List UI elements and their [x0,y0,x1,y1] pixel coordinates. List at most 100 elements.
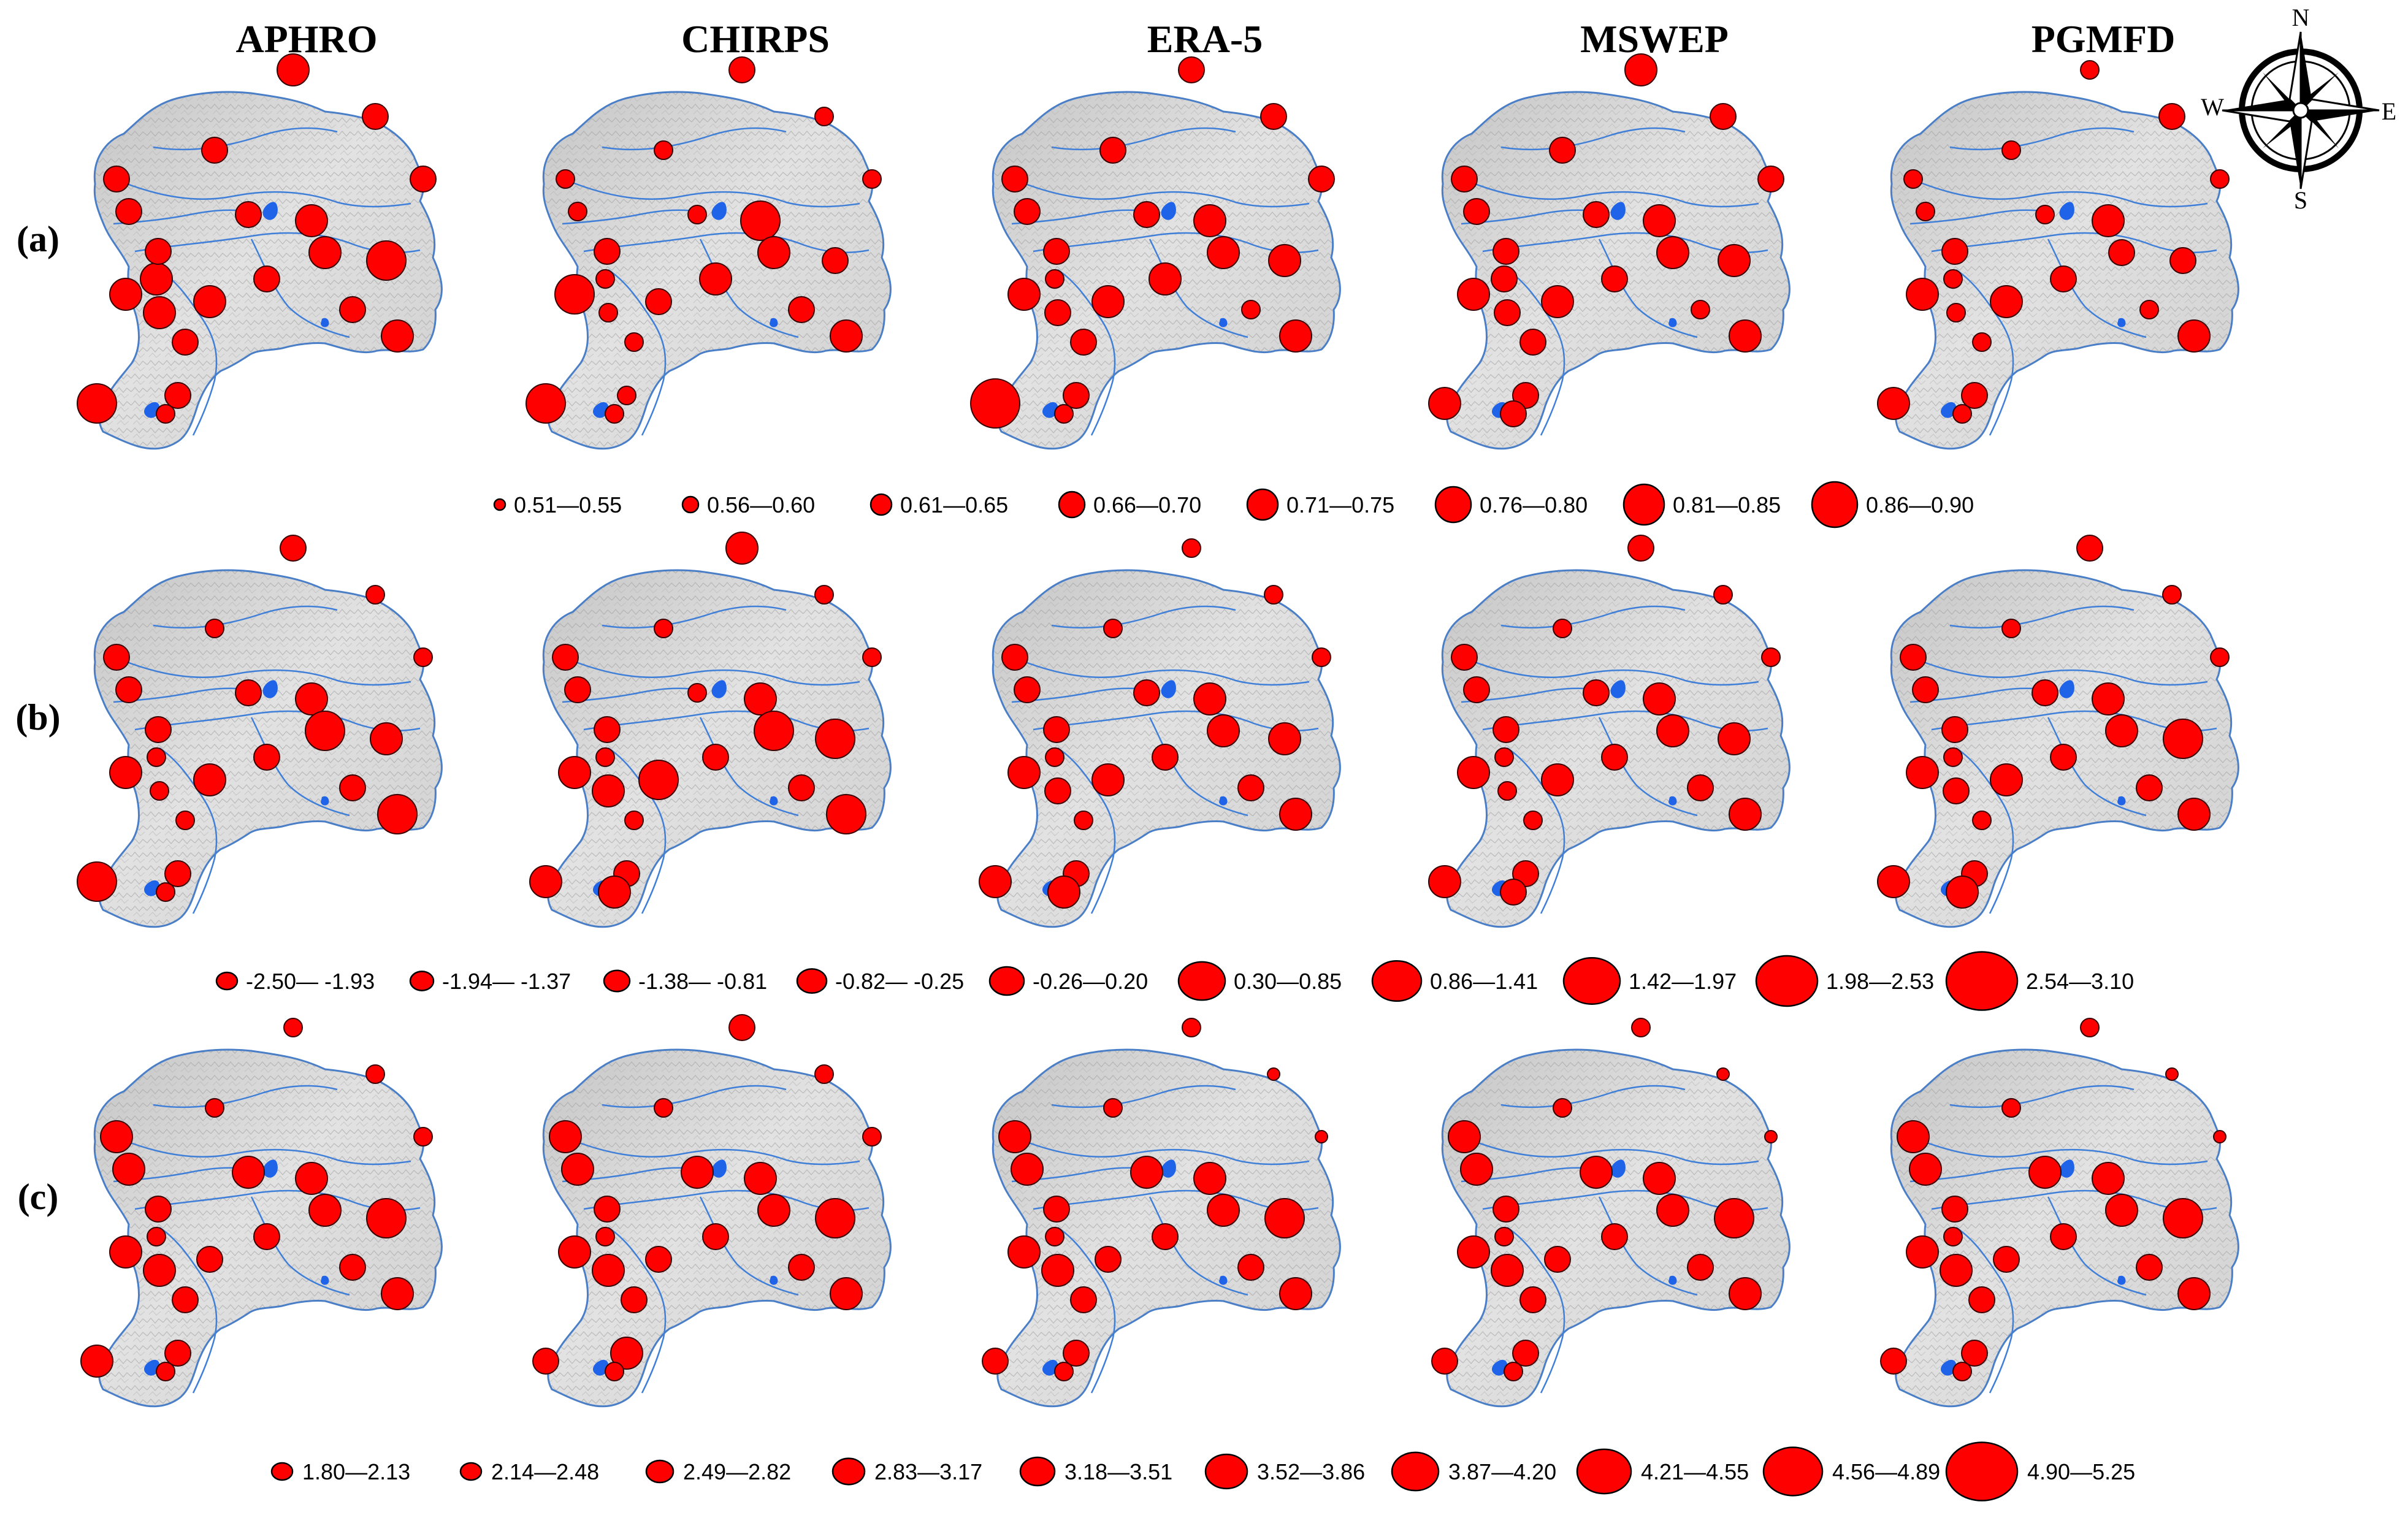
station-marker [1580,1156,1613,1189]
station-marker [1045,1227,1064,1246]
station-marker [1952,1362,1972,1381]
river-line [2047,239,2147,338]
river-line [1598,239,1698,338]
station-marker [2092,204,2125,237]
basin-boundary [542,91,892,450]
lake-shape [593,402,609,418]
station-marker [1237,1254,1264,1281]
lake-shape [1161,680,1176,698]
legend-label: 0.71—0.75 [1286,492,1394,517]
station-marker [277,53,310,86]
legend-symbol [1058,490,1086,519]
station-marker [205,619,224,638]
legend-symbol [1246,488,1279,521]
river-line [1920,1139,2208,1166]
station-marker [2032,679,2058,706]
station-marker [362,103,389,130]
station-marker [1428,865,1461,898]
station-marker [1972,811,1992,830]
station-marker [172,1286,199,1313]
river-line [1955,1226,2014,1394]
station-marker [1494,1227,1514,1246]
legends: 0.51—0.55 0.56—0.60 0.61—0.65 0.66—0.70 0.71… [215,481,2135,1502]
station-marker [103,166,130,193]
station-marker [1007,1235,1041,1269]
station-marker [1909,1153,1942,1186]
station-marker [1152,1223,1179,1250]
station-marker [1943,1227,1963,1246]
station-marker [2050,265,2077,292]
station-marker [1133,201,1160,228]
river-line [123,1139,411,1166]
map-panel-pgmfd-a [1877,60,2239,450]
column-title-aphro: APHRO [235,17,377,61]
station-marker [1500,400,1527,427]
river-line [572,660,860,686]
legend-symbol [988,966,1025,996]
station-marker [552,644,579,671]
station-marker [564,676,591,703]
river-line [1507,1226,1565,1394]
river-line [1149,1196,1248,1296]
station-marker [1601,1223,1628,1250]
legend-symbol [215,971,239,991]
station-marker [2092,1162,2125,1195]
map-panel-mswep-a [1428,53,1791,450]
legend-label: 0.56—0.60 [707,492,815,517]
station-marker [998,1120,1031,1153]
lake-shape [144,402,160,418]
basin-boundary [93,91,443,450]
station-marker [1710,103,1737,130]
station-marker [788,774,815,801]
station-marker [1041,1254,1074,1287]
row-label-a: (a) [17,219,59,259]
station-marker [147,1227,166,1246]
station-marker [1207,236,1240,269]
legend-label: 1.98—2.53 [1826,969,1934,994]
lake-shape [593,1359,609,1376]
station-marker [862,169,882,189]
station-marker [638,760,679,800]
legend-label: 1.80—2.13 [302,1459,410,1484]
station-marker [1457,278,1490,311]
river-line [153,605,338,629]
station-marker [147,747,166,767]
station-marker [1757,166,1784,193]
station-marker [1315,1130,1328,1143]
station-marker [1943,777,1970,804]
lake-shape [1941,402,1957,418]
station-marker [970,378,1020,429]
station-marker [1043,1196,1070,1223]
lake-shape [262,680,278,698]
lake-shape [1610,680,1626,698]
station-marker [1045,747,1064,767]
station-marker [830,1277,863,1310]
river-line [153,127,338,151]
station-marker [2105,1194,2138,1227]
station-marker [979,865,1012,898]
station-marker [1260,103,1287,130]
station-marker [1990,285,2023,318]
map-panel-era5-c [982,1018,1341,1408]
station-marker [1877,387,1910,420]
station-marker [1451,166,1478,193]
station-marker [1544,1246,1571,1273]
station-marker [1043,238,1070,265]
station-marker [1716,1067,1730,1081]
basin-boundary [1890,1048,2239,1408]
column-title-pgmfd: PGMFD [2032,17,2176,61]
station-marker [645,288,672,315]
station-marker [1463,676,1490,703]
station-marker [1279,1277,1312,1310]
station-marker [1583,201,1610,228]
basin-boundary [1441,569,1791,928]
station-marker [788,1254,815,1281]
station-marker [2001,619,2021,638]
station-marker [109,278,142,311]
legend-label: -1.38— -0.81 [638,969,767,994]
station-marker [1063,1340,1090,1367]
river-line [608,1226,667,1394]
station-marker [156,1362,175,1381]
river-line [608,269,667,436]
station-marker [1491,1254,1524,1287]
